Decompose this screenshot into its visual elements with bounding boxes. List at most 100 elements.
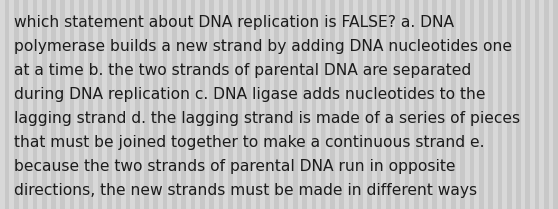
FancyBboxPatch shape (126, 0, 130, 209)
FancyBboxPatch shape (56, 0, 60, 209)
FancyBboxPatch shape (428, 0, 432, 209)
FancyBboxPatch shape (247, 0, 251, 209)
FancyBboxPatch shape (228, 0, 233, 209)
FancyBboxPatch shape (102, 0, 107, 209)
FancyBboxPatch shape (195, 0, 200, 209)
FancyBboxPatch shape (130, 0, 135, 209)
FancyBboxPatch shape (51, 0, 56, 209)
FancyBboxPatch shape (372, 0, 377, 209)
FancyBboxPatch shape (93, 0, 98, 209)
FancyBboxPatch shape (465, 0, 470, 209)
FancyBboxPatch shape (265, 0, 270, 209)
FancyBboxPatch shape (14, 0, 18, 209)
FancyBboxPatch shape (297, 0, 302, 209)
FancyBboxPatch shape (474, 0, 479, 209)
FancyBboxPatch shape (400, 0, 405, 209)
FancyBboxPatch shape (423, 0, 428, 209)
FancyBboxPatch shape (339, 0, 344, 209)
FancyBboxPatch shape (219, 0, 223, 209)
FancyBboxPatch shape (363, 0, 367, 209)
FancyBboxPatch shape (418, 0, 423, 209)
Text: which statement about DNA replication is FALSE? a. DNA: which statement about DNA replication is… (14, 15, 454, 30)
FancyBboxPatch shape (526, 0, 530, 209)
FancyBboxPatch shape (28, 0, 32, 209)
FancyBboxPatch shape (498, 0, 502, 209)
FancyBboxPatch shape (98, 0, 102, 209)
FancyBboxPatch shape (177, 0, 181, 209)
FancyBboxPatch shape (535, 0, 540, 209)
FancyBboxPatch shape (358, 0, 363, 209)
FancyBboxPatch shape (321, 0, 325, 209)
FancyBboxPatch shape (414, 0, 418, 209)
FancyBboxPatch shape (149, 0, 153, 209)
FancyBboxPatch shape (512, 0, 516, 209)
FancyBboxPatch shape (172, 0, 177, 209)
FancyBboxPatch shape (112, 0, 116, 209)
Text: during DNA replication c. DNA ligase adds nucleotides to the: during DNA replication c. DNA ligase add… (14, 87, 485, 102)
FancyBboxPatch shape (116, 0, 121, 209)
FancyBboxPatch shape (135, 0, 140, 209)
FancyBboxPatch shape (121, 0, 126, 209)
FancyBboxPatch shape (140, 0, 144, 209)
FancyBboxPatch shape (65, 0, 70, 209)
FancyBboxPatch shape (88, 0, 93, 209)
Text: directions, the new strands must be made in different ways: directions, the new strands must be made… (14, 183, 477, 198)
FancyBboxPatch shape (153, 0, 158, 209)
FancyBboxPatch shape (377, 0, 381, 209)
FancyBboxPatch shape (4, 0, 9, 209)
FancyBboxPatch shape (107, 0, 112, 209)
Text: that must be joined together to make a continuous strand e.: that must be joined together to make a c… (14, 135, 484, 150)
FancyBboxPatch shape (214, 0, 219, 209)
FancyBboxPatch shape (84, 0, 88, 209)
FancyBboxPatch shape (307, 0, 311, 209)
FancyBboxPatch shape (233, 0, 237, 209)
FancyBboxPatch shape (223, 0, 228, 209)
FancyBboxPatch shape (293, 0, 297, 209)
FancyBboxPatch shape (279, 0, 283, 209)
FancyBboxPatch shape (200, 0, 205, 209)
FancyBboxPatch shape (391, 0, 395, 209)
FancyBboxPatch shape (242, 0, 247, 209)
FancyBboxPatch shape (488, 0, 493, 209)
FancyBboxPatch shape (437, 0, 442, 209)
FancyBboxPatch shape (302, 0, 307, 209)
FancyBboxPatch shape (209, 0, 214, 209)
FancyBboxPatch shape (74, 0, 79, 209)
FancyBboxPatch shape (330, 0, 335, 209)
FancyBboxPatch shape (251, 0, 256, 209)
FancyBboxPatch shape (9, 0, 14, 209)
FancyBboxPatch shape (18, 0, 23, 209)
FancyBboxPatch shape (237, 0, 242, 209)
Text: lagging strand d. the lagging strand is made of a series of pieces: lagging strand d. the lagging strand is … (14, 111, 520, 126)
FancyBboxPatch shape (516, 0, 521, 209)
FancyBboxPatch shape (405, 0, 409, 209)
FancyBboxPatch shape (446, 0, 451, 209)
FancyBboxPatch shape (144, 0, 149, 209)
FancyBboxPatch shape (381, 0, 386, 209)
FancyBboxPatch shape (167, 0, 172, 209)
FancyBboxPatch shape (344, 0, 349, 209)
FancyBboxPatch shape (549, 0, 554, 209)
FancyBboxPatch shape (158, 0, 163, 209)
FancyBboxPatch shape (544, 0, 549, 209)
FancyBboxPatch shape (349, 0, 353, 209)
FancyBboxPatch shape (530, 0, 535, 209)
FancyBboxPatch shape (442, 0, 446, 209)
FancyBboxPatch shape (432, 0, 437, 209)
FancyBboxPatch shape (270, 0, 275, 209)
FancyBboxPatch shape (275, 0, 279, 209)
FancyBboxPatch shape (288, 0, 293, 209)
FancyBboxPatch shape (484, 0, 488, 209)
Text: at a time b. the two strands of parental DNA are separated: at a time b. the two strands of parental… (14, 63, 471, 78)
FancyBboxPatch shape (470, 0, 474, 209)
FancyBboxPatch shape (451, 0, 456, 209)
FancyBboxPatch shape (205, 0, 209, 209)
FancyBboxPatch shape (540, 0, 544, 209)
FancyBboxPatch shape (479, 0, 484, 209)
FancyBboxPatch shape (37, 0, 42, 209)
FancyBboxPatch shape (386, 0, 391, 209)
FancyBboxPatch shape (335, 0, 339, 209)
FancyBboxPatch shape (456, 0, 460, 209)
FancyBboxPatch shape (316, 0, 321, 209)
FancyBboxPatch shape (493, 0, 498, 209)
